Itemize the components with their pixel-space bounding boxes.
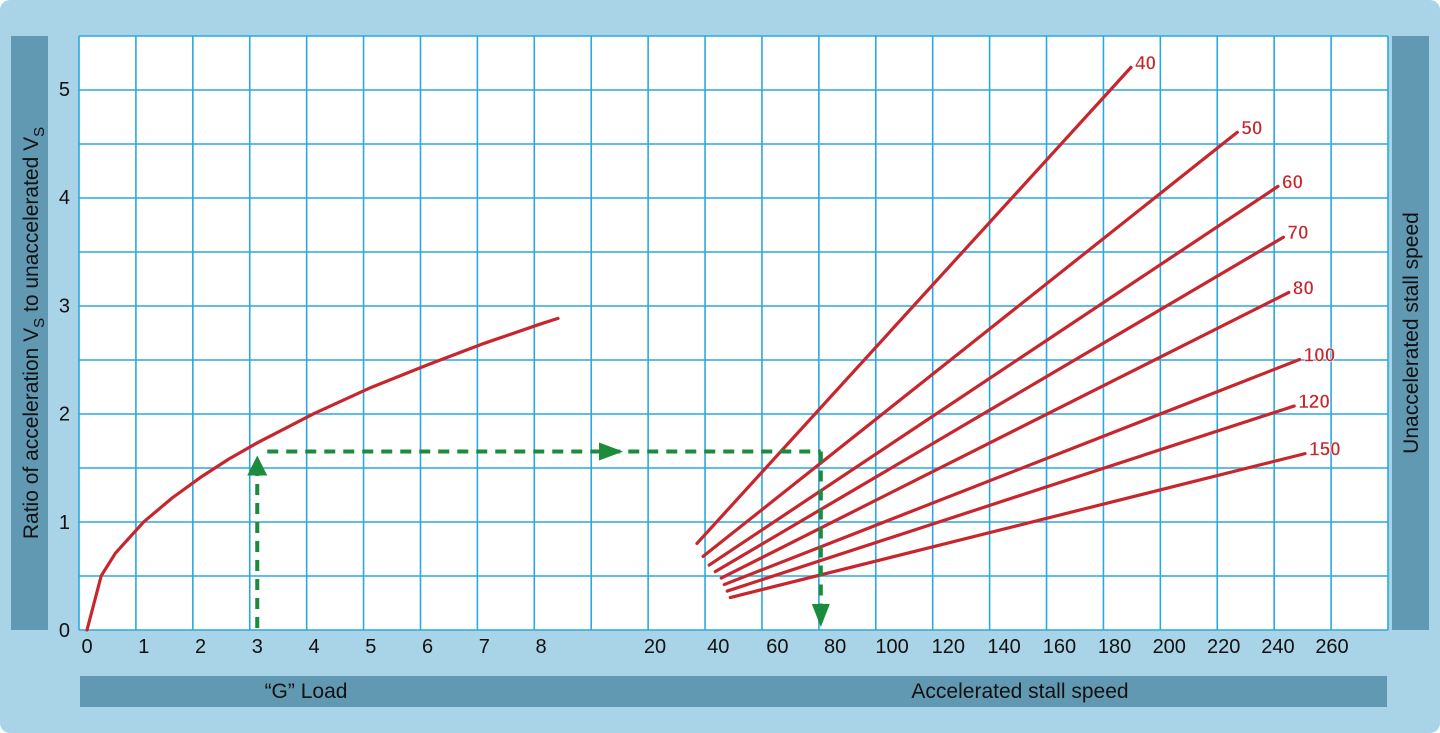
stall-line-label: 60 (1282, 172, 1303, 193)
y-tick-label: 5 (59, 79, 70, 101)
speed-tick-label: 60 (766, 636, 788, 658)
speed-tick-label: 220 (1207, 636, 1240, 658)
g-load-axis-ticks: 0 1 2 3 4 5 6 7 8 (81, 636, 546, 658)
speed-tick-label: 260 (1315, 636, 1348, 658)
bottom-axis-bar (80, 676, 1387, 707)
arrow-down-head (811, 604, 830, 627)
y-label-sub-1: S (31, 318, 48, 328)
speed-tick-label: 100 (875, 636, 908, 658)
arrow-right-head (599, 442, 624, 461)
g-load-tick-label: 1 (138, 636, 149, 658)
g-load-tick-label: 3 (252, 636, 263, 658)
y-tick-label: 1 (59, 512, 70, 534)
y-label-part-1: Ratio of acceleration V (20, 328, 43, 539)
y-axis-label-left: Ratio of acceleration VS to unaccelerate… (20, 127, 48, 539)
y-label-part-2: to unaccelerated V (20, 137, 43, 318)
g-load-tick-label: 7 (479, 636, 490, 658)
plot-area (79, 36, 1388, 630)
g-load-tick-label: 6 (422, 636, 433, 658)
speed-axis-ticks: 20 40 60 80 100 120 140 160 180 200 220 240 260 (644, 636, 1349, 658)
stall-speed-line (725, 404, 1296, 593)
stall-speed-line (701, 130, 1239, 559)
chart-series (85, 65, 1307, 632)
y-tick-label: 3 (59, 295, 70, 317)
stall-speed-line (707, 184, 1280, 567)
stall-line-label: 80 (1293, 278, 1314, 299)
stall-line-label: 120 (1298, 392, 1330, 413)
example-path (247, 442, 830, 628)
right-axis-bar (1392, 36, 1429, 630)
stall-line-label: 150 (1309, 440, 1341, 461)
stall-line-label: 70 (1287, 223, 1308, 244)
arrow-up-head (247, 455, 268, 476)
y-axis-ticks: 0 1 2 3 4 5 (59, 79, 70, 642)
speed-tick-label: 140 (987, 636, 1020, 658)
load-factor-curve (85, 316, 560, 632)
x-axis-label-g-load: “G” Load (265, 680, 348, 703)
y-axis-label-right: Unaccelerated stall speed (1400, 212, 1423, 454)
g-load-tick-label: 2 (195, 636, 206, 658)
speed-tick-label: 120 (932, 636, 965, 658)
speed-tick-label: 200 (1153, 636, 1186, 658)
stall-line-label: 50 (1241, 118, 1262, 139)
speed-tick-label: 20 (644, 636, 666, 658)
g-load-tick-label: 4 (308, 636, 319, 658)
speed-tick-label: 160 (1043, 636, 1076, 658)
g-load-tick-label: 8 (535, 636, 546, 658)
stall-line-labels: 40 50 60 70 80 100 120 150 (1135, 53, 1341, 461)
stall-speed-line (695, 65, 1133, 546)
stall-speed-line (728, 452, 1307, 600)
stall-speed-line (713, 235, 1285, 574)
y-tick-label: 2 (59, 404, 70, 426)
x-axis-label-speed: Accelerated stall speed (911, 680, 1128, 703)
speed-tick-label: 240 (1261, 636, 1294, 658)
g-load-tick-label: 0 (81, 636, 92, 658)
speed-tick-label: 40 (707, 636, 729, 658)
speed-tick-label: 80 (824, 636, 846, 658)
g-load-tick-label: 5 (365, 636, 376, 658)
stall-line-label: 40 (1135, 53, 1156, 74)
stall-line-label: 100 (1304, 346, 1336, 367)
y-tick-label: 4 (59, 187, 70, 209)
left-axis-bar (11, 36, 48, 630)
stall-speed-line (719, 290, 1291, 580)
speed-tick-label: 180 (1098, 636, 1131, 658)
y-tick-label: 0 (59, 620, 70, 642)
y-label-sub-2: S (31, 127, 48, 137)
